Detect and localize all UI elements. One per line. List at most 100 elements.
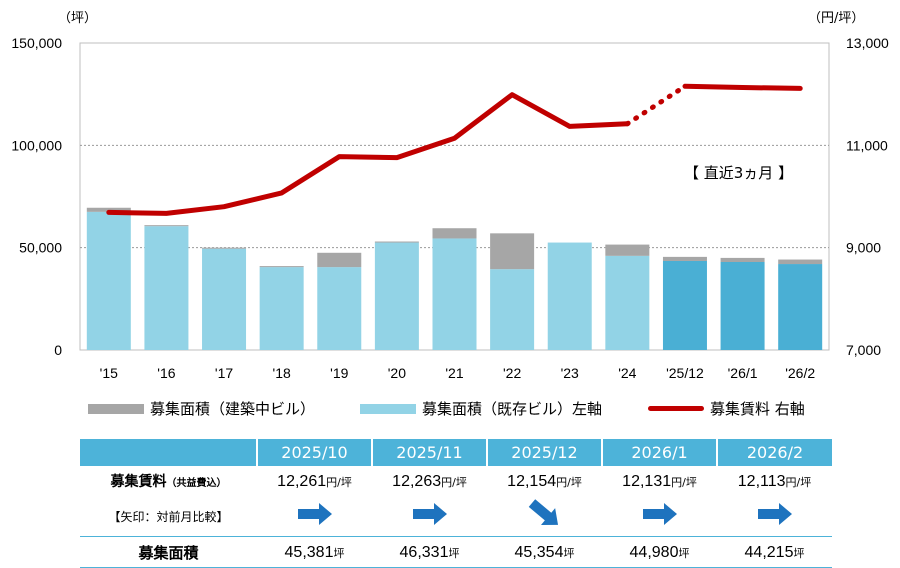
bar-construction	[432, 228, 477, 239]
month-header: 2026/1	[602, 439, 718, 466]
bar-existing	[490, 269, 535, 350]
rent-cell: 12,263円/坪	[372, 466, 487, 496]
trend-arrow-icon	[293, 499, 337, 533]
table-header-row: 2025/10 2025/11 2025/12 2026/1 2026/2	[80, 439, 832, 466]
chart-legend: 募集面積（建築中ビル） 募集面積（既存ビル）左軸 募集賃料 右軸	[88, 398, 848, 420]
bar-construction	[317, 252, 362, 268]
rent-row: 募集賃料（共益費込） 12,261円/坪 12,263円/坪 12,154円/坪…	[80, 466, 832, 496]
rent-value: 12,261	[277, 472, 327, 490]
left-tick-label: 50,000	[19, 240, 62, 256]
x-tick-label: '26/2	[785, 365, 815, 381]
bar-construction	[202, 247, 247, 249]
rent-line-annual	[106, 92, 630, 216]
bar-existing	[547, 242, 592, 350]
trend-arrow-row: 【矢印：対前月比較】	[80, 496, 832, 537]
trend-arrow-cell	[372, 496, 487, 537]
month-header: 2026/2	[717, 439, 832, 466]
rent-label: 募集賃料	[110, 474, 167, 490]
rent-unit: 円/坪	[556, 475, 582, 489]
rent-unit: 円/坪	[671, 475, 697, 489]
x-tick-label: '24	[618, 365, 636, 381]
x-tick-label: '26/1	[728, 365, 758, 381]
bar-existing	[605, 255, 650, 350]
x-tick-label: '23	[561, 365, 579, 381]
rent-unit: 円/坪	[785, 475, 812, 489]
left-tick-label: 150,000	[11, 35, 62, 51]
bar-construction	[86, 207, 131, 212]
area-cell: 44,215坪	[717, 536, 832, 568]
axis-ticks: 0 50,000 100,000 150,000 7,000 9,000 11,000 13,…	[11, 35, 889, 381]
month-header: 2025/10	[257, 439, 373, 466]
rent-row-label: 募集賃料（共益費込）	[80, 466, 257, 496]
bar-construction	[778, 259, 823, 265]
trend-arrow-icon	[753, 499, 797, 533]
trend-arrow-cell	[602, 496, 717, 537]
bar-existing	[202, 248, 247, 350]
area-row-label: 募集面積	[80, 536, 257, 568]
right-axis-unit: （円/坪）	[808, 11, 864, 26]
rent-cell: 12,261円/坪	[257, 466, 372, 496]
bar-construction	[662, 256, 707, 261]
month-header: 2025/11	[372, 439, 488, 466]
bar-construction	[720, 257, 765, 262]
bar-existing	[317, 267, 362, 350]
right-tick-label: 9,000	[846, 240, 881, 256]
trend-arrow-cell	[717, 496, 832, 537]
area-value: 46,331	[399, 544, 449, 561]
area-cell: 46,331坪	[372, 536, 487, 568]
rent-value: 12,113	[737, 472, 786, 490]
trend-arrow-cell	[487, 496, 602, 537]
recent-months-annotation: 【 直近3ヵ月 】	[684, 164, 793, 182]
rent-line-bridge	[624, 83, 688, 127]
rent-line-recent	[682, 83, 803, 91]
trend-arrow-icon	[408, 499, 452, 533]
area-cell: 44,980坪	[602, 536, 717, 568]
rent-cell: 12,154円/坪	[487, 466, 602, 496]
area-unit: 坪	[448, 547, 460, 560]
legend-swatch-existing	[360, 403, 416, 414]
rent-cell: 12,113円/坪	[717, 466, 832, 496]
legend-label-construction: 募集面積（建築中ビル）	[150, 400, 316, 418]
bar-existing	[144, 226, 189, 350]
x-tick-label: '20	[388, 365, 406, 381]
rent-area-chart: 0 50,000 100,000 150,000 7,000 9,000 11,000 13,…	[11, 11, 889, 381]
bar-existing	[662, 260, 707, 350]
rent-unit: 円/坪	[326, 475, 352, 489]
rent-value: 12,263	[392, 472, 442, 490]
bar-existing	[86, 211, 131, 350]
x-tick-label: '17	[215, 365, 233, 381]
x-tick-label: '15	[100, 365, 118, 381]
bar-existing	[720, 261, 765, 350]
left-axis-unit: （坪）	[58, 11, 97, 26]
rent-value: 12,131	[622, 472, 672, 490]
rent-cell: 12,131円/坪	[602, 466, 717, 496]
area-value: 45,381	[284, 544, 334, 561]
trend-arrow-icon	[638, 499, 682, 533]
rent-label-note: （共益費込）	[166, 478, 227, 489]
area-unit: 坪	[793, 547, 805, 560]
rent-value: 12,154	[507, 472, 557, 490]
bar-construction	[490, 233, 535, 270]
rent-line-series	[106, 83, 803, 216]
left-tick-label: 0	[54, 342, 62, 358]
legend-swatch-rent	[648, 406, 704, 411]
legend-item-existing: 募集面積（既存ビル）左軸	[360, 398, 602, 419]
bar-existing	[259, 267, 304, 350]
right-tick-label: 7,000	[846, 342, 881, 358]
bar-existing	[778, 264, 823, 350]
x-tick-label: '25/12	[666, 365, 704, 381]
month-header: 2025/12	[487, 439, 603, 466]
left-tick-label: 100,000	[11, 137, 62, 153]
trend-arrow-cell	[257, 496, 372, 537]
area-row: 募集面積 45,381坪 46,331坪 45,354坪 44,980坪 44,…	[80, 536, 832, 568]
x-tick-label: '18	[273, 365, 291, 381]
bar-construction	[259, 266, 304, 268]
bar-construction	[144, 225, 189, 227]
area-unit: 坪	[678, 547, 690, 560]
trend-arrow-icon	[523, 499, 567, 533]
area-unit: 坪	[563, 547, 575, 560]
rent-unit: 円/坪	[441, 475, 467, 489]
legend-item-rent: 募集賃料 右軸	[648, 398, 805, 419]
header-blank-cell	[80, 439, 258, 466]
bar-construction	[605, 244, 650, 256]
